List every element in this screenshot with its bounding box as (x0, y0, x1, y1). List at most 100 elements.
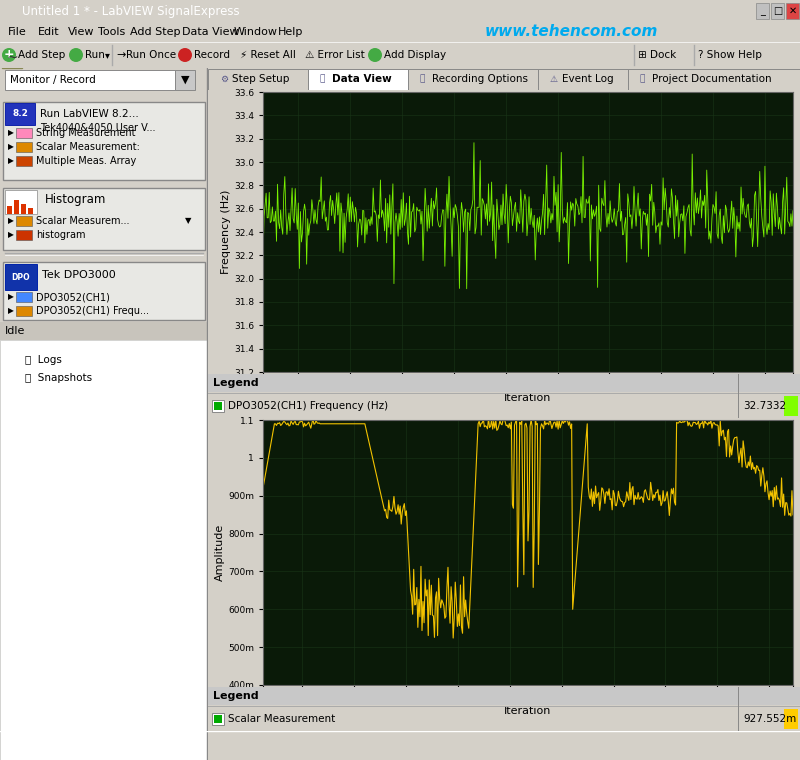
Y-axis label: Frequency (Hz): Frequency (Hz) (221, 190, 231, 274)
Text: ⚠: ⚠ (550, 74, 558, 84)
Text: ⚙: ⚙ (220, 74, 228, 84)
Bar (16, 128, 32, 138)
Bar (538, 69, 628, 90)
Text: DPO3052(CH1): DPO3052(CH1) (36, 292, 110, 302)
Text: DPO3052(CH1) Frequ...: DPO3052(CH1) Frequ... (36, 306, 149, 316)
Text: Scalar Measurem...: Scalar Measurem... (36, 216, 130, 226)
Text: File: File (8, 27, 26, 37)
Text: ▶: ▶ (8, 217, 14, 226)
Text: Legend: Legend (213, 691, 258, 701)
Bar (3, 188, 205, 250)
Text: Help: Help (278, 27, 303, 37)
Text: 📊: 📊 (320, 74, 326, 84)
Text: histogram: histogram (36, 230, 86, 240)
Circle shape (178, 48, 192, 62)
Text: _: _ (760, 6, 765, 16)
Bar (28, 208, 33, 214)
Bar (7, 206, 12, 214)
Text: ? Show Help: ? Show Help (698, 50, 762, 60)
Text: Run LabVIEW 8.2...: Run LabVIEW 8.2... (40, 109, 138, 119)
Text: □: □ (773, 6, 782, 16)
Text: ▼: ▼ (185, 217, 191, 226)
Bar (756, 3, 769, 19)
Text: ▶: ▶ (8, 143, 14, 151)
Text: 8.2: 8.2 (12, 109, 28, 119)
Bar (408, 69, 538, 90)
Circle shape (368, 48, 382, 62)
Text: ⏺: ⏺ (420, 74, 426, 84)
Text: →: → (116, 50, 126, 60)
Text: Record: Record (194, 50, 230, 60)
Text: ⚡ Reset All: ⚡ Reset All (240, 50, 296, 60)
Bar (786, 3, 799, 19)
Text: Add Step: Add Step (18, 50, 66, 60)
Text: Tek4040&4050 User V...: Tek4040&4050 User V... (40, 123, 155, 133)
Text: Tools: Tools (98, 27, 126, 37)
Bar (5, 103, 35, 125)
Text: View: View (68, 27, 94, 37)
Bar (0, 322, 208, 340)
Bar (212, 713, 224, 725)
Text: DPO3052(CH1) Frequency (Hz): DPO3052(CH1) Frequency (Hz) (228, 401, 388, 411)
Text: Run: Run (85, 50, 105, 60)
Bar (16, 230, 32, 240)
Text: Scalar Measurement:: Scalar Measurement: (36, 142, 140, 152)
Text: ▶: ▶ (8, 157, 14, 166)
Text: www.tehencom.com: www.tehencom.com (485, 24, 658, 40)
Text: Legend: Legend (213, 378, 258, 388)
Text: Project Documentation: Project Documentation (652, 74, 772, 84)
Bar (3, 102, 205, 180)
Text: Untitled 1 * - LabVIEW SignalExpress: Untitled 1 * - LabVIEW SignalExpress (22, 5, 240, 17)
Text: 927.552m: 927.552m (743, 714, 796, 724)
Y-axis label: Amplitude: Amplitude (215, 524, 225, 581)
Bar (208, 374, 800, 392)
Text: Recording Options: Recording Options (432, 74, 528, 84)
X-axis label: Iteration: Iteration (504, 706, 552, 716)
Bar (16, 306, 32, 316)
Text: ▶: ▶ (8, 293, 14, 302)
Bar (214, 402, 222, 410)
Text: Add Display: Add Display (384, 50, 446, 60)
Text: Histogram: Histogram (45, 194, 106, 207)
Bar (0, 340, 208, 760)
Bar (308, 69, 408, 90)
Text: ▼: ▼ (181, 75, 190, 85)
Circle shape (2, 48, 16, 62)
X-axis label: Iteration: Iteration (504, 393, 552, 403)
Text: Add Step: Add Step (130, 27, 181, 37)
Text: ▶: ▶ (8, 128, 14, 138)
Text: 📷  Snapshots: 📷 Snapshots (25, 373, 92, 383)
Bar (771, 3, 784, 19)
Bar (628, 69, 800, 90)
Text: String Measurement: String Measurement (36, 128, 135, 138)
Bar (16, 142, 32, 152)
Text: ▾: ▾ (105, 50, 110, 60)
Text: Scalar Measurement: Scalar Measurement (228, 714, 335, 724)
Text: ✕: ✕ (789, 6, 797, 16)
Bar (3, 262, 205, 320)
Bar (214, 715, 222, 723)
Bar (784, 709, 798, 729)
Text: Step Setup: Step Setup (232, 74, 290, 84)
Text: Idle: Idle (5, 326, 26, 336)
Text: Event Log: Event Log (562, 74, 614, 84)
Text: Edit: Edit (38, 27, 60, 37)
Bar (5, 264, 37, 290)
Bar (14, 200, 19, 214)
Text: ~: ~ (6, 51, 18, 65)
Bar (21, 204, 26, 214)
Text: +: + (4, 49, 14, 62)
Text: ▶: ▶ (8, 306, 14, 315)
Text: Run Once: Run Once (126, 50, 176, 60)
Bar (16, 156, 32, 166)
Text: Window: Window (234, 27, 278, 37)
Text: ▶: ▶ (8, 230, 14, 239)
Bar (208, 687, 800, 705)
Text: Tek DPO3000: Tek DPO3000 (42, 270, 116, 280)
Bar (16, 292, 32, 302)
Text: DPO: DPO (12, 273, 30, 281)
Bar (175, 70, 195, 90)
Bar (784, 396, 798, 416)
Bar (16, 216, 32, 226)
Bar (208, 69, 308, 90)
